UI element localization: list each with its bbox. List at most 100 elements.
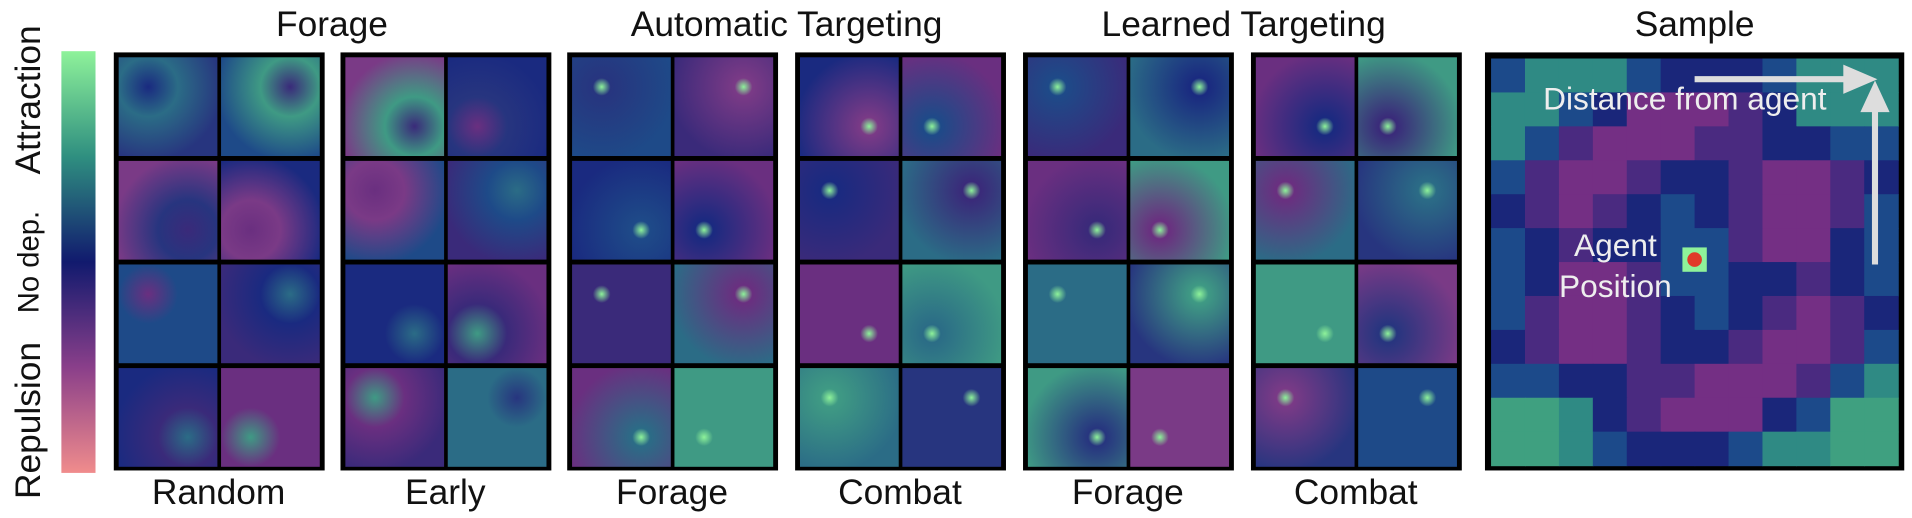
panel-label: Combat <box>838 473 962 512</box>
sample-cell <box>1694 397 1730 433</box>
panel-label: Random <box>152 473 286 512</box>
heatmap-cell <box>1255 160 1355 260</box>
panel-label: Combat <box>1294 473 1418 512</box>
sample-cell <box>1796 397 1831 433</box>
sample-cell <box>1830 228 1865 263</box>
sample-cell <box>1762 397 1797 433</box>
heatmap-cell <box>345 368 445 467</box>
panel-label: Forage <box>1072 473 1184 512</box>
sample-cell <box>1491 58 1526 94</box>
sample-cell <box>1558 397 1594 433</box>
sample-cell <box>1660 363 1696 399</box>
group-title: Automatic Targeting <box>631 5 943 44</box>
heatmap-cell <box>1358 160 1457 260</box>
sample-cell <box>1592 126 1628 161</box>
sample-cell <box>1558 126 1594 161</box>
sample-cell <box>1694 194 1730 229</box>
sample-cell <box>1762 58 1797 94</box>
sample-cell <box>1592 363 1628 399</box>
sample-cell <box>1830 329 1865 365</box>
sample-cell <box>1626 262 1662 297</box>
sample-cell <box>1728 397 1764 433</box>
sample-cell <box>1864 295 1899 331</box>
colorbar-label: No dep. <box>14 211 46 313</box>
sample-cell <box>1491 431 1526 467</box>
heatmap-cell <box>1130 160 1230 260</box>
sample-title: Sample <box>1635 5 1755 44</box>
heatmap-cell <box>1358 368 1457 467</box>
group-title: Forage <box>276 5 388 44</box>
sample-cell <box>1626 397 1662 433</box>
arrow-label: Distance from agent <box>1543 81 1827 117</box>
sample-cell <box>1592 228 1628 263</box>
sample-cell <box>1762 329 1797 365</box>
sample-cell <box>1558 329 1594 365</box>
arrow-head <box>1843 64 1878 94</box>
sample-cell <box>1694 126 1730 161</box>
heatmap-cell <box>447 264 547 364</box>
sample-cell <box>1864 431 1899 467</box>
sample-cell <box>1524 329 1560 365</box>
sample-cell <box>1864 262 1899 297</box>
colorbar-label: Attraction <box>9 25 48 174</box>
heatmap-cell <box>1255 57 1355 157</box>
group-title: Learned Targeting <box>1102 5 1386 44</box>
sample-cell <box>1592 194 1628 229</box>
sample-cell <box>1491 228 1526 263</box>
heatmap-cell <box>447 57 547 157</box>
heatmap-cell <box>1027 57 1127 157</box>
arrow-head <box>1860 80 1890 113</box>
heatmap-cell <box>799 57 899 157</box>
heatmap-cell <box>572 160 671 260</box>
sample-cell <box>1796 92 1831 127</box>
sample-cell <box>1796 329 1831 365</box>
sample-cell <box>1728 92 1764 127</box>
colorbar <box>61 51 96 473</box>
sample-cell <box>1592 397 1628 433</box>
sample-cell <box>1558 194 1594 229</box>
sample-cell <box>1762 92 1797 127</box>
heatmap-cell <box>345 160 445 260</box>
sample-cell <box>1864 160 1899 195</box>
sample-cell <box>1762 228 1797 263</box>
sample-panel <box>1484 52 1905 471</box>
sample-cell <box>1524 397 1560 433</box>
sample-cell <box>1626 431 1662 467</box>
sample-cell <box>1762 194 1797 229</box>
heatmap-cell <box>1027 160 1127 260</box>
sample-cell <box>1796 228 1831 263</box>
heatmap-cell <box>447 368 547 467</box>
sample-cell <box>1626 126 1662 161</box>
sample-cell <box>1728 228 1764 263</box>
heatmap-cell <box>1255 368 1355 467</box>
heatmap-cell <box>221 57 320 157</box>
sample-cell <box>1558 262 1594 297</box>
sample-cell <box>1660 397 1696 433</box>
sample-cell <box>1864 329 1899 365</box>
sample-cell <box>1626 363 1662 399</box>
sample-cell <box>1728 363 1764 399</box>
sample-cell <box>1491 363 1526 399</box>
heatmap-cell <box>345 264 445 364</box>
sample-cell <box>1762 160 1797 195</box>
sample-cell <box>1728 262 1764 297</box>
sample-cell <box>1728 58 1764 94</box>
sample-cell <box>1592 58 1628 94</box>
sample-cell <box>1830 262 1865 297</box>
sample-cell <box>1830 363 1865 399</box>
panel-label: Forage <box>616 473 728 512</box>
heatmap-cell <box>674 264 774 364</box>
sample-cell <box>1830 92 1865 127</box>
heatmap-cell <box>221 264 320 364</box>
panel-label: Early <box>405 473 486 512</box>
heatmap-cell <box>799 264 899 364</box>
sample-cell <box>1558 295 1594 331</box>
sample-cell <box>1830 126 1865 161</box>
sample-cell <box>1660 194 1696 229</box>
sample-cell <box>1864 58 1899 94</box>
heatmap-cell <box>118 57 218 157</box>
heatmap-cell <box>902 368 1002 467</box>
heatmap-cell <box>674 160 774 260</box>
sample-cell <box>1796 295 1831 331</box>
sample-cell <box>1524 92 1560 127</box>
